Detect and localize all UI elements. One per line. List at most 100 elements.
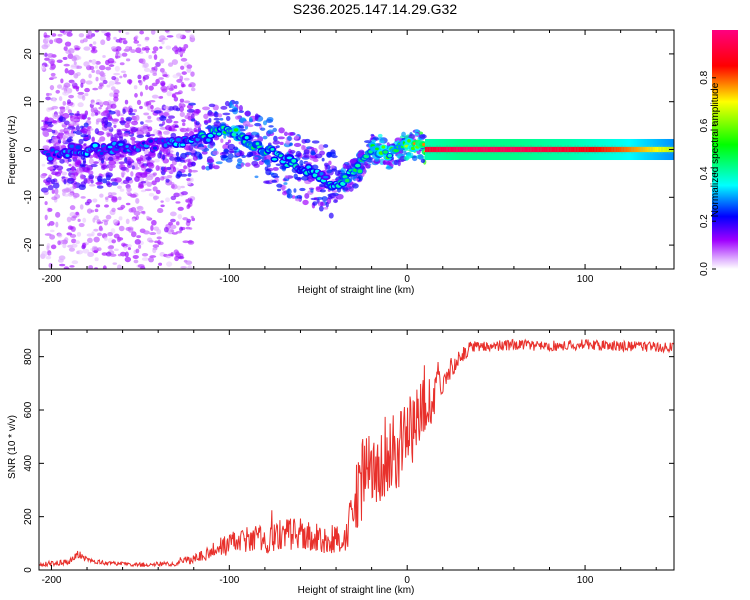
spectrogram-ridge-core xyxy=(118,143,124,146)
spectrogram-speckle xyxy=(155,61,161,67)
spectrogram-speckle xyxy=(142,230,150,235)
spectrogram-speckle xyxy=(68,163,72,167)
snr-xtick-label: -100 xyxy=(219,575,239,586)
spectrogram-lobe xyxy=(150,109,155,113)
spectrogram-speckle xyxy=(146,215,150,220)
spectrogram-speckle xyxy=(135,198,140,204)
spectrogram-lobe xyxy=(224,100,230,107)
spectrogram-speckle xyxy=(96,232,103,237)
spectrogram-lobe xyxy=(116,129,123,136)
spectrogram-lobe xyxy=(157,152,162,159)
spectrogram-speckle xyxy=(73,73,79,79)
spectrogram-speckle xyxy=(48,58,56,65)
spectrogram-speckle xyxy=(102,79,108,85)
spectrogram-lobe xyxy=(403,155,410,161)
spectrogram-speckle xyxy=(106,35,111,42)
spectrogram-speckle xyxy=(173,45,178,50)
spectrogram-speckle xyxy=(77,102,84,108)
spectrogram-lobe xyxy=(191,161,196,167)
spectrogram-speckle xyxy=(104,204,109,208)
spectrogram-lobe xyxy=(311,140,320,144)
spectrogram-carrier-band xyxy=(493,146,496,153)
spectrogram-lobe xyxy=(95,118,103,123)
spectrogram-lobe xyxy=(328,160,332,166)
spectrogram-lobe xyxy=(287,132,294,136)
spectrogram-speckle xyxy=(119,75,123,79)
snr-xtick-label: 100 xyxy=(577,575,594,586)
spectrogram-lobe xyxy=(190,118,196,122)
spectrogram-speckle xyxy=(186,67,192,73)
spectrogram-carrier-band xyxy=(500,146,503,153)
spectrogram-speckle xyxy=(94,208,99,213)
snr-ytick-label: 200 xyxy=(23,508,34,525)
spectrogram-speckle xyxy=(150,30,156,35)
spectrogram-speckle xyxy=(67,109,73,114)
spectrogram-speckle xyxy=(143,67,151,73)
snr-ytick-label: 600 xyxy=(23,401,34,418)
spectrogram-carrier-band xyxy=(591,146,594,153)
spectrogram-lobe xyxy=(88,158,94,165)
spectrogram-lobe xyxy=(276,183,283,188)
spectrogram-lobe xyxy=(52,182,60,189)
spectrogram-speckle xyxy=(155,189,161,195)
spectrogram-carrier-band xyxy=(501,146,504,153)
spectrogram-speckle xyxy=(149,232,157,236)
spectrogram-speckle xyxy=(49,229,55,233)
spectrogram-carrier-band xyxy=(607,146,610,153)
spectrogram-lobe xyxy=(333,199,338,204)
spectrogram-lobe xyxy=(270,172,279,178)
spectrogram-speckle xyxy=(69,265,75,268)
spectrogram-carrier-band xyxy=(581,146,584,153)
spectrogram-lobe xyxy=(148,163,155,169)
spectrogram-carrier-band xyxy=(644,146,647,153)
spectrogram-speckle xyxy=(142,75,150,80)
spectrogram-carrier-band xyxy=(444,146,447,153)
spectrogram-lobe xyxy=(213,121,221,127)
spectrogram-ytick-label: 10 xyxy=(23,96,34,108)
spectrogram-ridge-core xyxy=(148,139,153,143)
spectrogram-lobe xyxy=(172,105,179,111)
spectrogram-speckle xyxy=(152,244,160,248)
spectrogram-lobe xyxy=(140,164,145,168)
spectrogram-speckle xyxy=(76,231,82,237)
spectrogram-lobe xyxy=(92,161,99,164)
spectrogram-carrier-band xyxy=(511,146,514,153)
spectrogram-lobe xyxy=(80,125,84,129)
spectrogram-carrier-band xyxy=(652,146,655,153)
spectrogram-lobe xyxy=(238,110,244,114)
spectrogram-lobe xyxy=(323,207,329,210)
spectrogram-speckle xyxy=(190,35,195,39)
spectrogram-carrier-band xyxy=(605,146,608,153)
spectrogram-lobe xyxy=(303,149,310,155)
spectrogram-speckle xyxy=(168,87,174,92)
spectrogram-lobe xyxy=(179,127,188,133)
spectrogram-speckle xyxy=(104,196,109,201)
spectrogram-speckle xyxy=(118,225,125,232)
spectrogram-lobe xyxy=(145,119,153,123)
spectrogram-carrier-band xyxy=(558,146,561,153)
spectrogram-lobe xyxy=(328,212,334,219)
spectrogram-lobe xyxy=(320,201,324,207)
spectrogram-lobe xyxy=(84,110,89,116)
spectrogram-speckle xyxy=(51,189,55,194)
spectrogram-speckle xyxy=(125,58,131,62)
spectrogram-speckle xyxy=(78,56,82,60)
spectrogram-speckle xyxy=(93,215,99,221)
spectrogram-lobe xyxy=(157,133,163,137)
spectrogram-speckle xyxy=(70,64,77,68)
spectrogram-lobe xyxy=(53,164,59,169)
spectrogram-speckle xyxy=(158,262,163,266)
colorbar-tick-label: 0.2 xyxy=(699,214,710,228)
spectrogram-speckle xyxy=(179,98,185,103)
spectrogram-speckle xyxy=(72,192,80,198)
spectrogram-carrier-band xyxy=(543,146,546,153)
spectrogram-lobe xyxy=(264,166,269,171)
spectrogram-lobe xyxy=(59,129,65,133)
spectrogram-lobe xyxy=(58,116,66,123)
spectrogram-ridge-core xyxy=(278,154,283,158)
spectrogram-lobe xyxy=(162,148,169,155)
spectrogram-ridge-core xyxy=(355,163,361,168)
spectrogram-lobe xyxy=(254,122,262,127)
spectrogram-lobe xyxy=(136,129,145,136)
spectrogram-lobe xyxy=(212,150,219,155)
